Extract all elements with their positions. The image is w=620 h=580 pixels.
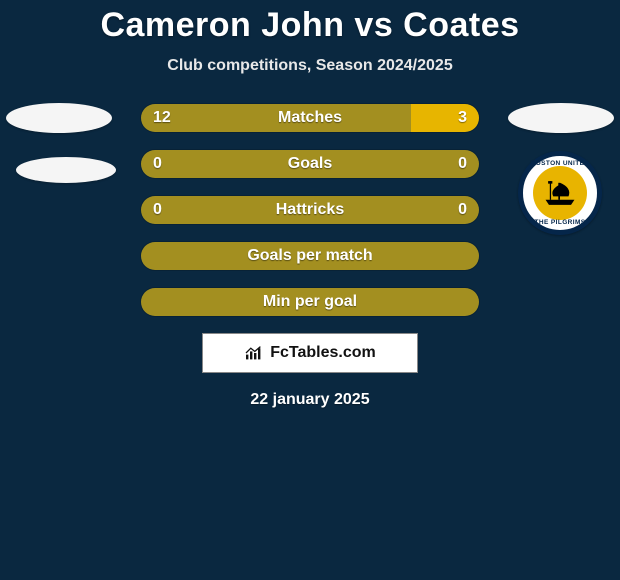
stat-bar-label: Goals per match xyxy=(141,247,479,265)
stat-bar-label: Min per goal xyxy=(141,293,479,311)
footer-brand-badge: FcTables.com xyxy=(202,333,418,373)
page-title: Cameron John vs Coates xyxy=(0,0,620,45)
stat-bar-label: Hattricks xyxy=(141,201,479,219)
footer-date: 22 january 2025 xyxy=(0,391,620,409)
player-left-badge xyxy=(6,103,116,183)
stat-bar-left-value: 0 xyxy=(153,196,162,224)
stat-bar-label: Matches xyxy=(141,109,479,127)
stat-bar-left-value: 0 xyxy=(153,150,162,178)
placeholder-ellipse-icon xyxy=(6,103,112,133)
page-subtitle: Club competitions, Season 2024/2025 xyxy=(0,57,620,75)
club-crest-inner xyxy=(533,166,587,220)
ship-icon xyxy=(543,179,577,207)
placeholder-ellipse-icon xyxy=(16,157,116,183)
comparison-content: BOSTON UNITED THE PILGRIMS Matches12 3 Goa… xyxy=(0,103,620,409)
comparison-bars: Matches123Goals00Hattricks00Goals per ma… xyxy=(140,103,480,317)
stat-bar: Goals per match xyxy=(140,241,480,271)
player-right-badge: BOSTON UNITED THE PILGRIMS xyxy=(508,103,614,235)
footer-brand-text: FcTables.com xyxy=(270,344,376,362)
stat-bar: Goals0 0 xyxy=(140,149,480,179)
stat-bar-right-value: 0 xyxy=(458,150,467,178)
stat-bar-right-value: 3 xyxy=(458,104,467,132)
stat-bar-left-value: 12 xyxy=(153,104,171,132)
club-crest-top-text: BOSTON UNITED xyxy=(531,160,590,167)
club-crest-icon: BOSTON UNITED THE PILGRIMS xyxy=(518,151,602,235)
stat-bar: Matches12 3 xyxy=(140,103,480,133)
stat-bar-label: Goals xyxy=(141,155,479,173)
stat-bar-right-value: 0 xyxy=(458,196,467,224)
placeholder-ellipse-icon xyxy=(508,103,614,133)
chart-icon xyxy=(244,345,264,361)
club-crest-bottom-text: THE PILGRIMS xyxy=(534,219,585,226)
stat-bar: Min per goal xyxy=(140,287,480,317)
stat-bar: Hattricks0 0 xyxy=(140,195,480,225)
